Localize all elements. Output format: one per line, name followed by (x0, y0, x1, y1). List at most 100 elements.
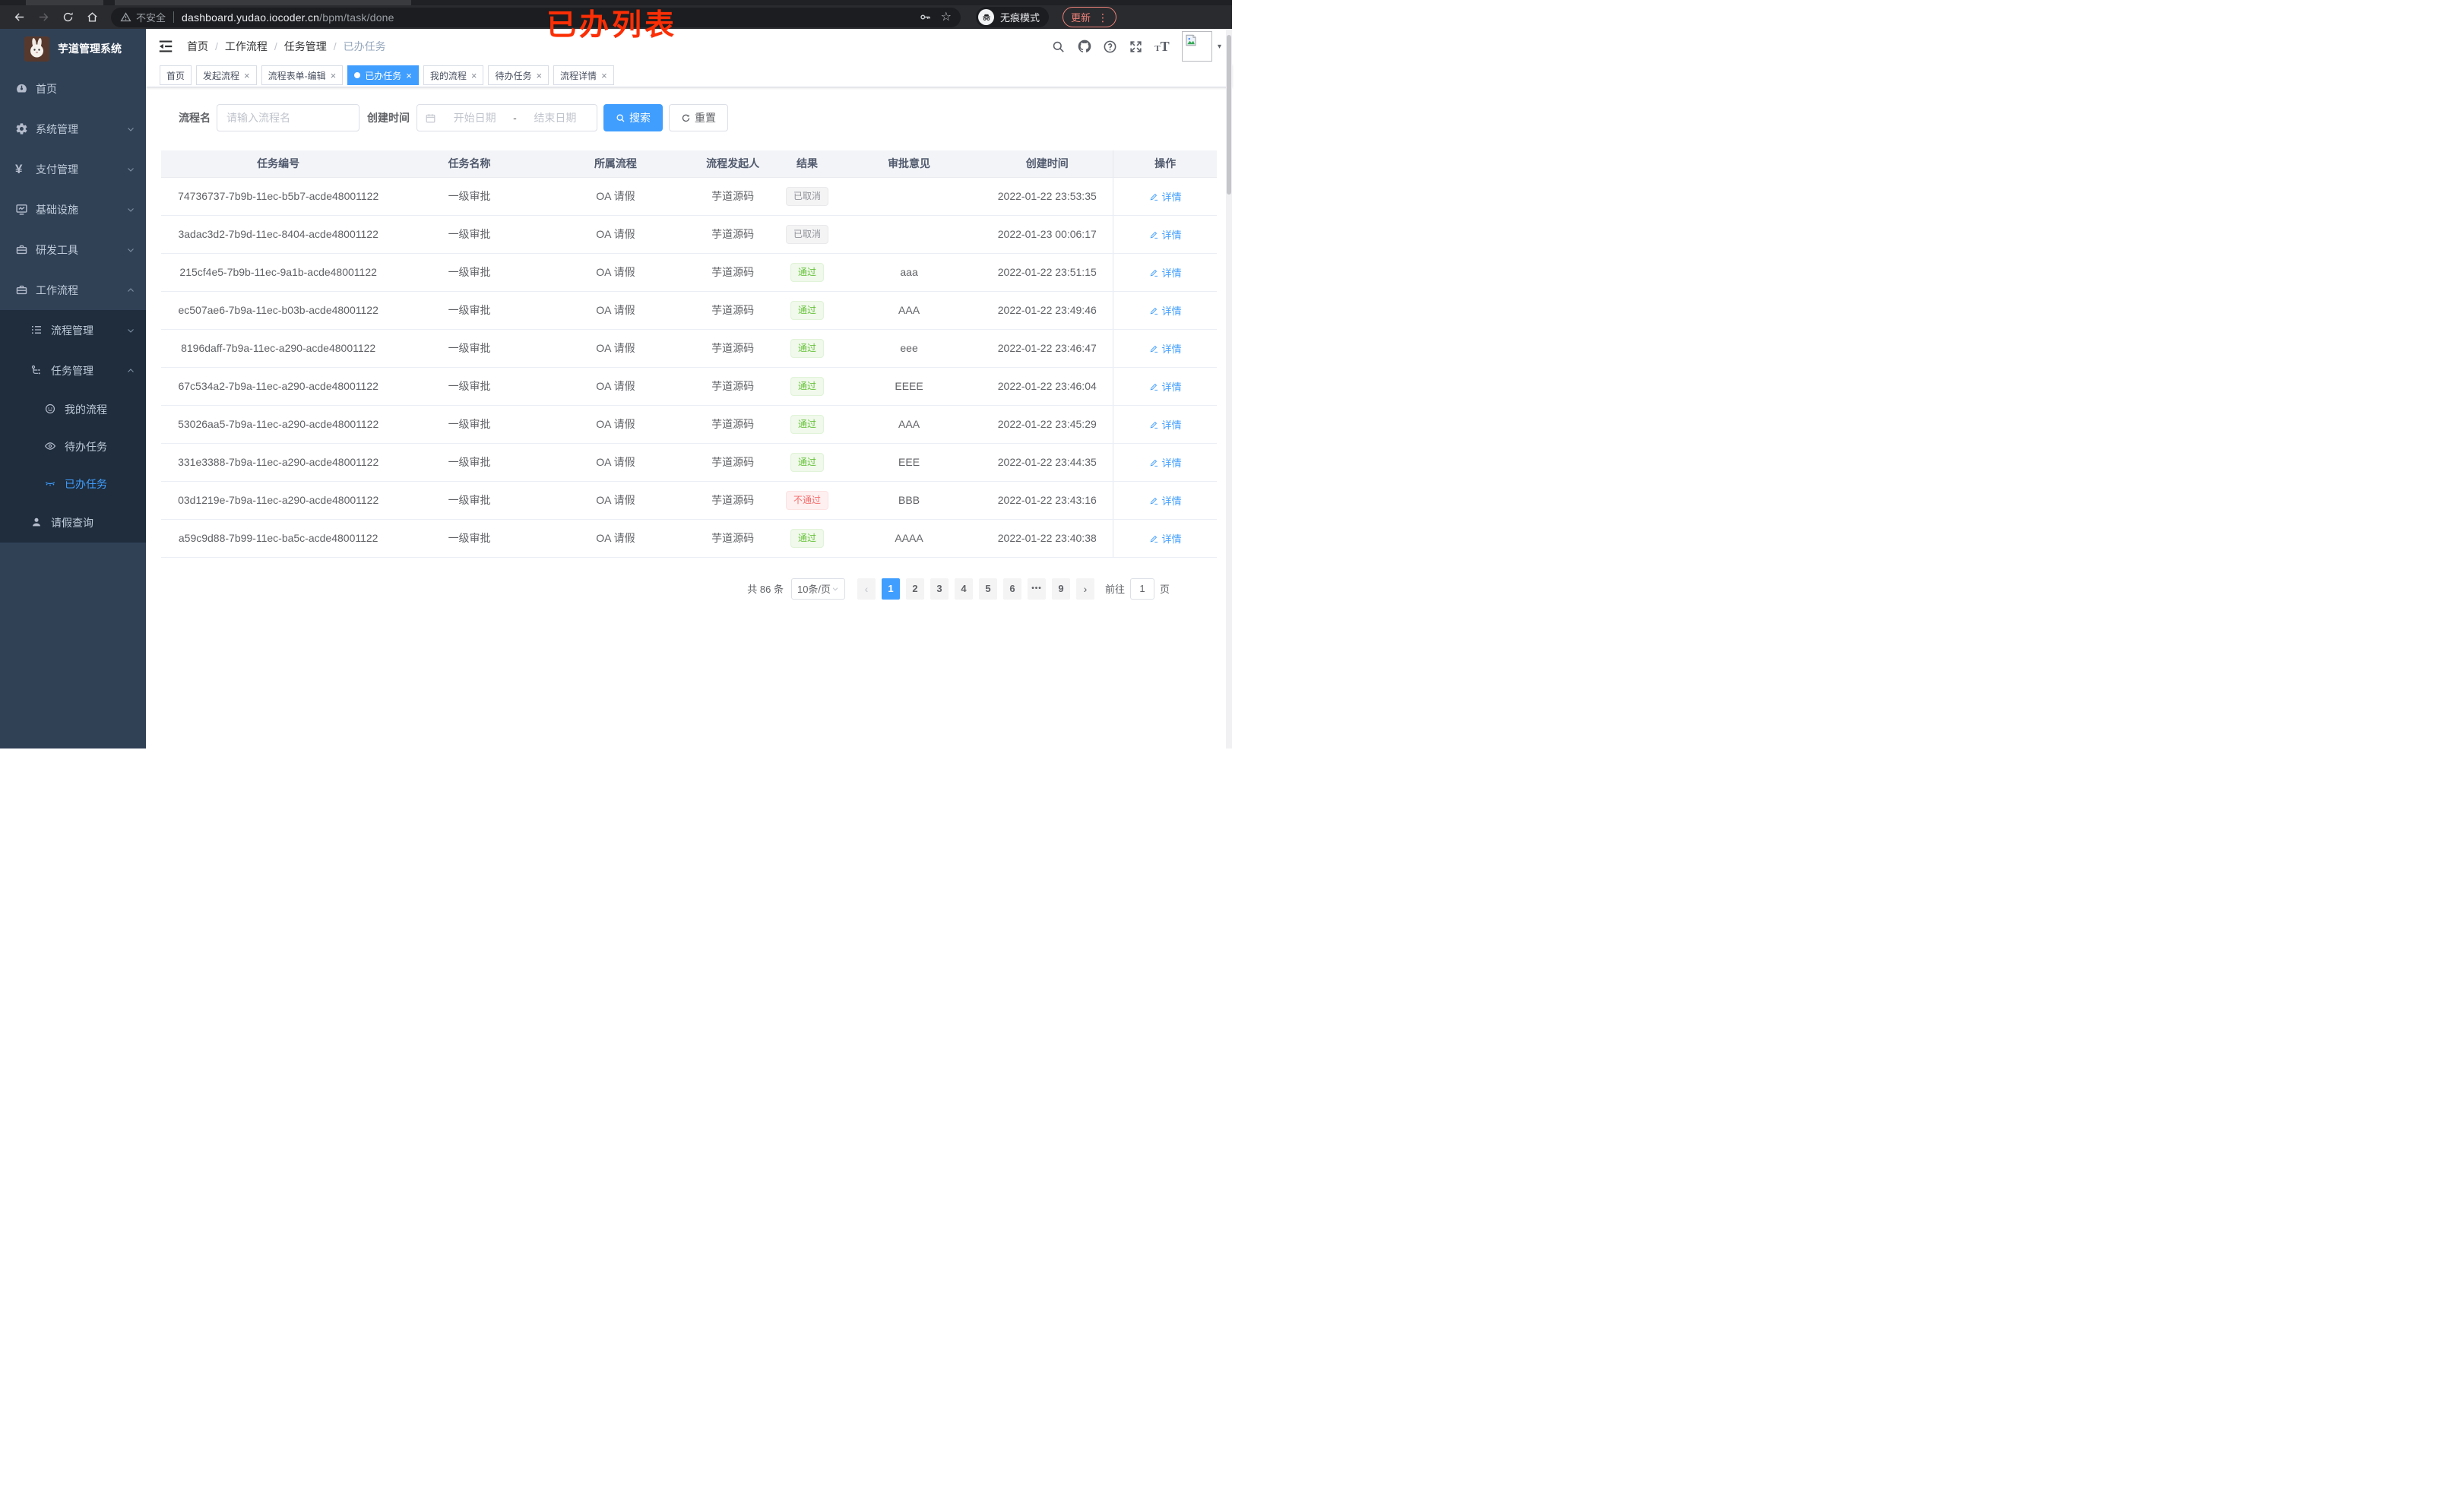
next-page-button[interactable]: › (1075, 578, 1094, 600)
close-icon[interactable]: × (330, 69, 337, 81)
close-icon[interactable]: × (536, 69, 543, 81)
goto-page-input[interactable] (1129, 578, 1154, 600)
browser-tab[interactable] (115, 0, 411, 5)
cell-task-name: 一级审批 (395, 367, 543, 406)
search-button[interactable]: 搜索 (603, 104, 663, 131)
sidebar-item-task-management[interactable]: 任务管理 (0, 350, 146, 391)
sidebar-item-dev-tools[interactable]: 研发工具 (0, 229, 146, 270)
github-icon[interactable] (1077, 39, 1092, 54)
cell-starter: 芋道源码 (688, 481, 778, 520)
sidebar-item-process-management[interactable]: 流程管理 (0, 310, 146, 350)
detail-link[interactable]: 详情 (1149, 303, 1182, 318)
tab-todo-tasks[interactable]: 待办任务 × (488, 65, 549, 85)
search-icon[interactable] (1051, 39, 1066, 54)
end-date-placeholder[interactable]: 结束日期 (534, 112, 577, 124)
page-button-3[interactable]: 3 (930, 578, 949, 600)
table-row: ec507ae6-7b9a-11ec-b03b-acde48001122 一级审… (161, 291, 1217, 330)
detail-link[interactable]: 详情 (1149, 455, 1182, 470)
close-icon[interactable]: × (470, 69, 477, 81)
url-bar[interactable]: 不安全 dashboard.yudao.iocoder.cn/bpm/task/… (111, 7, 961, 27)
page-button-5[interactable]: 5 (978, 578, 997, 600)
cell-create-time: 2022-01-22 23:53:35 (981, 177, 1113, 216)
page-button-6[interactable]: 6 (1002, 578, 1021, 600)
tab-start-process[interactable]: 发起流程 × (196, 65, 257, 85)
help-icon[interactable] (1103, 39, 1118, 54)
home-icon (87, 12, 97, 22)
browser-update-button[interactable]: 更新 ⋮ (1063, 7, 1117, 27)
cell-process: OA 请假 (543, 253, 689, 292)
table-row: 215cf4e5-7b9b-11ec-9a1b-acde48001122 一级审… (161, 253, 1217, 292)
browser-tab-strip (0, 0, 1232, 5)
detail-link[interactable]: 详情 (1149, 531, 1182, 546)
sidebar-item-system[interactable]: 系统管理 (0, 109, 146, 149)
cell-task-id: 331e3388-7b9a-11ec-a290-acde48001122 (161, 443, 396, 482)
edit-pen-icon (1150, 535, 1158, 543)
scrollbar-thumb[interactable] (1227, 35, 1231, 195)
chevron-down-icon (831, 585, 839, 593)
page-button-4[interactable]: 4 (954, 578, 973, 600)
detail-link[interactable]: 详情 (1149, 189, 1182, 204)
avatar[interactable] (1181, 31, 1212, 62)
reload-button[interactable] (58, 8, 78, 27)
cell-starter: 芋道源码 (688, 215, 778, 254)
page-button-9[interactable]: 9 (1051, 578, 1070, 600)
process-name-input[interactable] (217, 104, 359, 131)
eye-closed-icon (44, 477, 57, 490)
cell-result: 通过 (778, 443, 837, 482)
browser-tab[interactable] (26, 0, 103, 5)
detail-link[interactable]: 详情 (1149, 227, 1182, 242)
detail-link[interactable]: 详情 (1149, 265, 1182, 280)
home-button[interactable] (82, 8, 102, 27)
page-button-1[interactable]: 1 (881, 578, 900, 600)
start-date-placeholder[interactable]: 开始日期 (453, 112, 496, 124)
tab-my-process[interactable]: 我的流程 × (423, 65, 484, 85)
fullscreen-icon[interactable] (1129, 39, 1144, 54)
close-icon[interactable]: × (406, 69, 412, 81)
tree-list-icon (30, 324, 43, 337)
cell-create-time: 2022-01-22 23:43:16 (981, 481, 1113, 520)
sidebar-logo[interactable]: 芋道管理系统 (0, 29, 146, 68)
close-icon[interactable]: × (244, 69, 250, 81)
reset-button[interactable]: 重置 (669, 104, 728, 131)
avatar-caret-icon[interactable]: ▾ (1217, 42, 1221, 51)
detail-link[interactable]: 详情 (1149, 379, 1182, 394)
breadcrumb-workflow[interactable]: 工作流程 (224, 40, 268, 52)
close-icon[interactable]: × (601, 69, 607, 81)
date-range-picker[interactable]: 开始日期 - 结束日期 (416, 104, 597, 131)
tab-process-form-edit[interactable]: 流程表单-编辑 × (261, 65, 344, 85)
sidebar-item-home[interactable]: 首页 (0, 68, 146, 109)
result-badge: 通过 (790, 338, 825, 358)
cell-create-time: 2022-01-23 00:06:17 (981, 215, 1113, 254)
sidebar-item-payment[interactable]: ¥ 支付管理 (0, 149, 146, 189)
browser-menu-icon[interactable]: ⋮ (1097, 11, 1109, 24)
sidebar-item-workflow[interactable]: 工作流程 (0, 270, 146, 310)
breadcrumb-task-management[interactable]: 任务管理 (283, 40, 327, 52)
pagination: 共 86 条 10条/页 ‹ 1 2 3 4 5 6 ••• 9 › 前往 页 (161, 578, 1217, 600)
detail-link[interactable]: 详情 (1149, 341, 1182, 356)
sidebar-item-my-process[interactable]: 我的流程 (0, 391, 146, 428)
more-pages-button[interactable]: ••• (1027, 578, 1046, 600)
breadcrumb-home[interactable]: 首页 (187, 40, 208, 52)
process-name-label: 流程名 (179, 112, 211, 124)
bookmark-star-icon[interactable]: ☆ (940, 10, 952, 24)
tab-home[interactable]: 首页 (160, 65, 192, 85)
sidebar-item-done-tasks[interactable]: 已办任务 (0, 465, 146, 502)
forward-button[interactable] (33, 8, 53, 27)
cell-task-id: 3adac3d2-7b9d-11ec-8404-acde48001122 (161, 215, 396, 254)
page-size-select[interactable]: 10条/页 (790, 578, 845, 600)
page-button-2[interactable]: 2 (905, 578, 924, 600)
tab-process-detail[interactable]: 流程详情 × (553, 65, 614, 85)
sidebar-item-infrastructure[interactable]: 基础设施 (0, 189, 146, 229)
cell-actions: 详情 (1113, 329, 1217, 368)
sidebar-item-leave-query[interactable]: 请假查询 (0, 502, 146, 543)
page-scrollbar[interactable] (1226, 29, 1232, 748)
prev-page-button[interactable]: ‹ (857, 578, 876, 600)
sidebar-item-todo-tasks[interactable]: 待办任务 (0, 428, 146, 465)
sidebar-collapse-icon[interactable] (157, 38, 174, 55)
tab-done-tasks[interactable]: 已办任务 × (347, 65, 419, 85)
detail-link[interactable]: 详情 (1149, 493, 1182, 508)
detail-link[interactable]: 详情 (1149, 417, 1182, 432)
back-button[interactable] (9, 8, 29, 27)
password-key-icon[interactable] (919, 11, 932, 24)
